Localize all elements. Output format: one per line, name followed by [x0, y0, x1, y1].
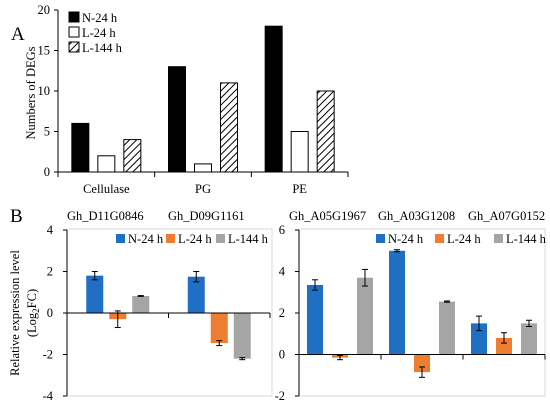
legend-swatch — [68, 41, 80, 53]
bar — [233, 313, 251, 359]
legend-swatch — [68, 11, 80, 23]
legend-swatch — [435, 234, 444, 243]
bar — [123, 139, 142, 173]
chart-b-right-bars — [307, 250, 537, 373]
y-tick-label: 4 — [279, 265, 286, 279]
category-label: PG — [195, 182, 211, 196]
category-label: PE — [292, 182, 307, 196]
y-tick-label: 4 — [47, 223, 54, 237]
legend-swatch — [166, 234, 175, 243]
y-tick-label: 5 — [44, 125, 50, 139]
y-tick-label: 0 — [47, 306, 53, 320]
chart-b-y-axis-unit: (Log2FC) — [25, 289, 41, 337]
legend-label: L-144 h — [506, 232, 547, 246]
gene-label: Gh_A05G1967 — [289, 209, 366, 223]
legend-swatch — [494, 234, 503, 243]
gene-label: Gh_A07G0152 — [468, 209, 545, 223]
y-tick-label: -4 — [43, 389, 54, 403]
bar — [86, 275, 104, 313]
y-tick-label: -2 — [43, 348, 53, 362]
chart-b-right-error-bars — [312, 249, 546, 378]
category-label: Cellulase — [83, 182, 130, 196]
chart-a-category-labels: Cellulase PG PE — [57, 172, 349, 196]
chart-a-bars — [71, 25, 335, 173]
bar — [132, 295, 150, 313]
legend-label: N-24 h — [82, 11, 118, 25]
legend-swatch — [376, 234, 385, 243]
legend-swatch — [116, 234, 125, 243]
gene-label: Gh_D11G0846 — [67, 209, 144, 223]
chart-b-right-legend: N-24 h L-24 h L-144 h — [376, 232, 547, 246]
chart-b-left-legend: N-24 h L-24 h L-144 h — [116, 232, 269, 246]
bar — [97, 155, 116, 173]
y-tick-label: -2 — [275, 389, 285, 403]
y-tick-label: 10 — [38, 84, 51, 98]
chart-b-left: -4 -2 0 2 4 N-24 h L-24 h L-144 h Relative exp… — [8, 223, 273, 403]
y-tick-label: 6 — [279, 223, 285, 237]
bar — [187, 276, 205, 313]
bar — [168, 66, 186, 173]
chart-b-y-axis-label: Relative expression level — [8, 250, 22, 376]
chart-b-left-error-bars — [91, 271, 271, 361]
y-tick-label: 0 — [44, 165, 50, 179]
legend-label: L-144 h — [82, 41, 123, 55]
panel-a-label: A — [11, 24, 25, 45]
bar — [471, 323, 487, 355]
chart-b-left-y-ticks: -4 -2 0 2 4 — [43, 223, 67, 403]
bar — [389, 250, 405, 355]
y-tick-label: 0 — [279, 348, 285, 362]
chart-a-legend: N-24 hL-24 hL-144 h — [68, 11, 123, 55]
legend-label: L-144 h — [228, 232, 269, 246]
bar — [316, 90, 335, 173]
legend-label: L-24 h — [178, 232, 212, 246]
bar — [357, 277, 373, 355]
panel-b-gene-labels: Gh_D11G0846 Gh_D09G1161 Gh_A05G1967 Gh_A03G… — [67, 209, 545, 223]
chart-a-y-ticks: 0 5 10 15 20 — [38, 3, 58, 179]
legend-swatch — [216, 234, 225, 243]
bar — [439, 301, 455, 355]
bar — [414, 354, 430, 373]
chart-a: 0 5 10 15 20 Cellulase PG PE Numbers of DEGs N… — [24, 3, 349, 196]
bar — [290, 131, 309, 173]
legend-label: L-24 h — [82, 26, 116, 40]
panel-b-label: B — [10, 206, 23, 227]
y-tick-label: 2 — [279, 306, 285, 320]
bar — [496, 337, 512, 355]
legend-swatch — [68, 26, 80, 38]
y-tick-label: 20 — [38, 3, 51, 17]
chart-b-right: -2 0 2 4 6 N-24 h L-24 h L-144 h — [275, 223, 547, 403]
chart-b-right-y-ticks: -2 0 2 4 6 — [275, 223, 299, 403]
y-tick-label: 15 — [38, 44, 51, 58]
bar — [307, 284, 323, 355]
gene-label: Gh_A03G1208 — [378, 209, 455, 223]
gene-label: Gh_D09G1161 — [168, 209, 245, 223]
chart-a-y-axis-label: Numbers of DEGs — [24, 46, 38, 139]
y-tick-label: 2 — [47, 265, 53, 279]
bar — [71, 122, 90, 173]
bar — [521, 323, 537, 355]
bar — [220, 82, 238, 173]
legend-label: N-24 h — [128, 232, 164, 246]
legend-label: N-24 h — [388, 232, 424, 246]
bar — [210, 313, 228, 344]
bar — [194, 163, 212, 173]
bar — [264, 25, 283, 173]
chart-b-left-bars — [86, 275, 251, 359]
legend-label: L-24 h — [447, 232, 481, 246]
